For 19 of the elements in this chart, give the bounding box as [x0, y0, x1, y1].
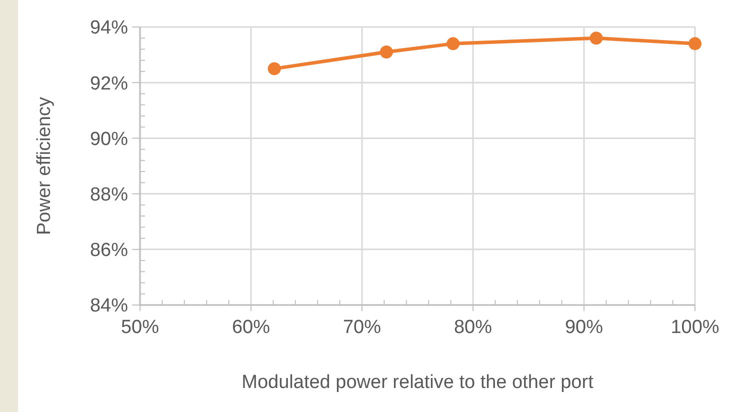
y-tick-label: 94% [90, 18, 128, 39]
x-axis-title: Modulated power relative to the other port [242, 372, 594, 393]
y-tick-label: 84% [90, 296, 128, 317]
x-tick-label: 60% [232, 317, 270, 338]
point [380, 46, 393, 59]
y-tick-label: 86% [90, 240, 128, 262]
x-tick-label: 70% [342, 317, 382, 338]
x-tick-label: 90% [564, 317, 604, 338]
x-tick-label: 80% [454, 317, 492, 338]
point [268, 62, 281, 76]
y-tick-label: 92% [90, 73, 128, 94]
y-tick-label: 90% [90, 128, 128, 150]
point [446, 37, 460, 50]
y-axis-title: Power efficiency [34, 96, 55, 235]
x-tick-label: 50% [120, 317, 160, 338]
point [590, 32, 603, 45]
x-tick-label: 100% [670, 317, 720, 338]
y-tick-label: 88% [90, 184, 128, 206]
point [688, 37, 702, 50]
